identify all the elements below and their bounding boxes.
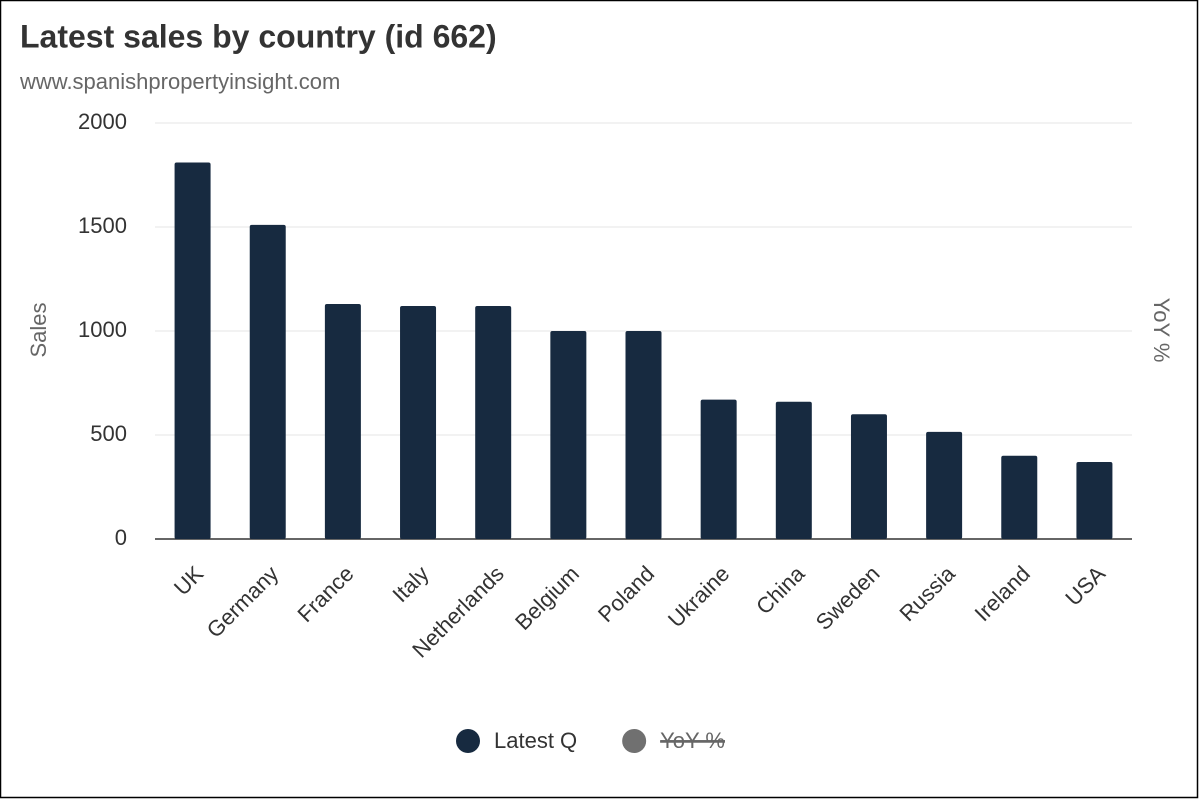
bar bbox=[926, 431, 963, 539]
y-tick-label: 1000 bbox=[78, 317, 127, 342]
bar bbox=[1001, 455, 1038, 539]
bar bbox=[1076, 462, 1113, 539]
chart-title: Latest sales by country (id 662) bbox=[20, 18, 497, 54]
y2-axis-label: YoY % bbox=[1149, 298, 1174, 363]
bar bbox=[775, 401, 812, 539]
bar bbox=[475, 306, 512, 539]
bar bbox=[850, 414, 887, 539]
y-tick-label: 0 bbox=[115, 525, 127, 550]
legend-marker bbox=[622, 729, 647, 753]
y-tick-label: 500 bbox=[90, 421, 127, 446]
bar bbox=[700, 399, 737, 539]
chart-subtitle: www.spanishpropertyinsight.com bbox=[19, 69, 340, 94]
y-tick-label: 1500 bbox=[78, 213, 127, 238]
y-tick-label: 2000 bbox=[78, 109, 127, 134]
bar bbox=[324, 303, 361, 539]
legend-label: Latest Q bbox=[494, 728, 577, 753]
y-axis-label: Sales bbox=[26, 302, 51, 357]
bar bbox=[249, 224, 286, 540]
bar bbox=[625, 331, 662, 539]
bar bbox=[400, 306, 437, 539]
legend-label: YoY % bbox=[660, 728, 725, 753]
bar bbox=[550, 331, 587, 539]
legend-marker bbox=[456, 729, 480, 753]
bar bbox=[174, 162, 211, 539]
